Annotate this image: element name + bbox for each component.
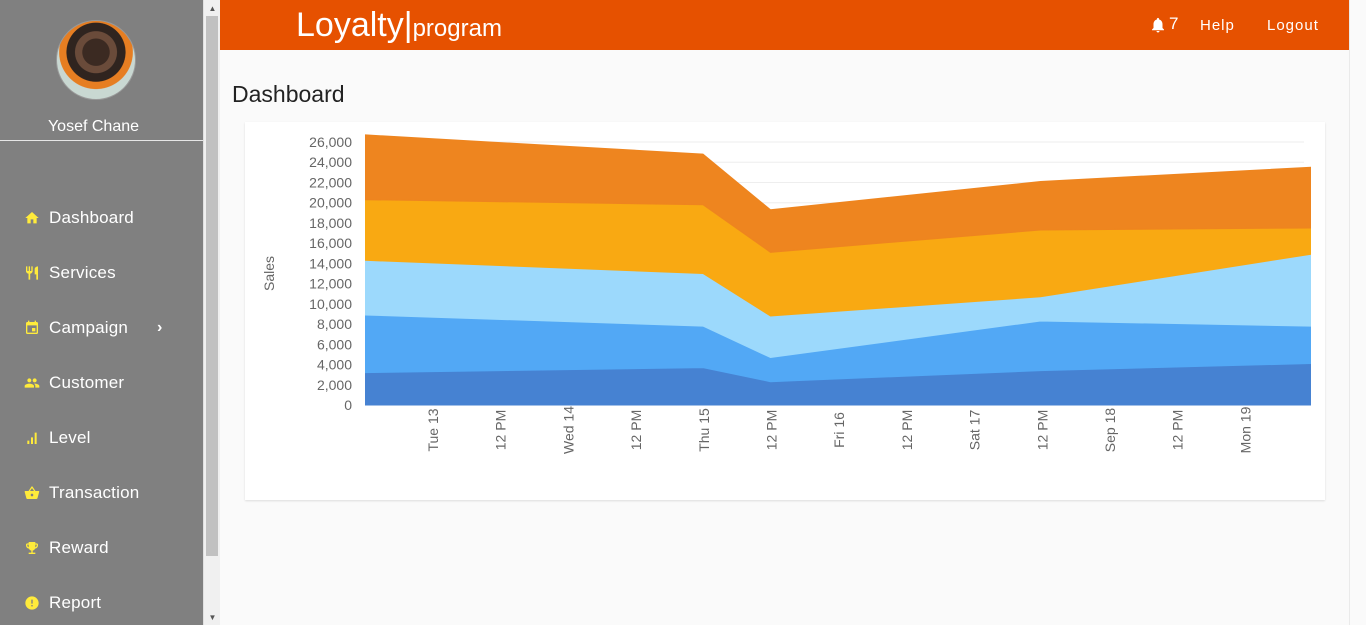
sidebar-item-label: Customer: [49, 373, 125, 392]
sales-area-chart: 0 2,000 4,000 6,000 8,000 10,000 12,000 14,000 1…: [261, 134, 1311, 454]
sidebar-item-campaign[interactable]: Campaign ›: [0, 308, 203, 348]
signal-bars-icon: [24, 430, 40, 446]
brand-sub: program: [412, 15, 502, 42]
restaurant-icon: [24, 265, 40, 281]
sidebar-divider: [0, 140, 203, 141]
x-tick-label: 12 PM: [1170, 410, 1186, 450]
chevron-right-icon: ›: [157, 319, 163, 336]
sidebar-scrollbar[interactable]: ▲ ▼: [203, 0, 220, 625]
y-tick-label: 22,000: [309, 174, 352, 190]
alert-circle-icon: [24, 595, 40, 611]
y-axis-label: Sales: [261, 256, 277, 291]
sidebar-item-label: Report: [49, 593, 102, 612]
sidebar-item-level[interactable]: Level: [0, 418, 203, 458]
y-tick-label: 26,000: [309, 134, 352, 150]
x-tick-label: Sat 17: [967, 410, 983, 451]
x-tick-label: Fri 16: [831, 412, 847, 448]
x-tick-label: Mon 19: [1237, 406, 1253, 453]
bell-icon[interactable]: [1149, 15, 1167, 35]
x-tick-label: Wed 14: [560, 406, 576, 454]
page-title: Dashboard: [232, 81, 345, 107]
scroll-up-arrow-icon[interactable]: ▲: [208, 3, 217, 13]
avatar[interactable]: [56, 20, 136, 100]
x-tick-label: 12 PM: [493, 410, 509, 450]
top-bar: Loyalty|program 7 Help Logout: [220, 0, 1349, 50]
sidebar-item-label: Level: [49, 428, 91, 447]
notification-count[interactable]: 7: [1169, 14, 1179, 33]
y-tick-label: 6,000: [317, 336, 352, 352]
user-name: Yosef Chane: [47, 118, 140, 135]
sidebar-item-services[interactable]: Services: [0, 253, 203, 293]
scroll-down-arrow-icon[interactable]: ▼: [208, 612, 217, 622]
y-tick-label: 8,000: [317, 316, 352, 332]
sidebar-item-label: Transaction: [49, 483, 140, 502]
page-scrollbar-track: [1349, 0, 1366, 625]
y-tick-label: 20,000: [309, 195, 352, 211]
area-series-5: [365, 134, 1311, 253]
x-tick-label: 12 PM: [899, 410, 915, 450]
sidebar-item-report[interactable]: Report: [0, 583, 203, 623]
sidebar-item-label: Services: [49, 263, 116, 282]
sidebar-item-label: Campaign: [49, 318, 129, 337]
x-tick-label: 12 PM: [764, 410, 780, 450]
sidebar-item-customer[interactable]: Customer: [0, 363, 203, 403]
y-tick-label: 18,000: [309, 215, 352, 231]
x-tick-label: 12 PM: [628, 410, 644, 450]
x-tick-label: Tue 13: [425, 408, 441, 451]
x-tick-label: 12 PM: [1034, 410, 1050, 450]
y-tick-label: 16,000: [309, 235, 352, 251]
x-tick-label: Thu 15: [696, 408, 712, 452]
y-tick-label: 12,000: [309, 276, 352, 292]
scrollbar-thumb[interactable]: [206, 16, 218, 556]
sidebar-item-transaction[interactable]: Transaction: [0, 473, 203, 513]
x-tick-label: Sep 18: [1102, 408, 1118, 453]
y-tick-label: 10,000: [309, 296, 352, 312]
brand-logo[interactable]: Loyalty|program: [296, 6, 502, 45]
sidebar-item-label: Reward: [49, 538, 109, 557]
sidebar-item-reward[interactable]: Reward: [0, 528, 203, 568]
sales-chart-card: 0 2,000 4,000 6,000 8,000 10,000 12,000 14,000 1…: [245, 122, 1325, 500]
trophy-icon: [24, 540, 40, 556]
y-tick-label: 14,000: [309, 255, 352, 271]
help-link[interactable]: Help: [1200, 17, 1235, 34]
y-tick-label: 2,000: [317, 377, 352, 393]
people-icon: [24, 375, 40, 391]
sidebar-item-dashboard[interactable]: Dashboard: [0, 198, 203, 238]
sidebar: Yosef Chane Dashboard Services Campaign …: [0, 0, 203, 625]
basket-icon: [24, 485, 40, 501]
sidebar-item-label: Dashboard: [49, 208, 134, 227]
brand-separator: |: [403, 6, 413, 44]
y-tick-label: 0: [344, 397, 352, 413]
logout-link[interactable]: Logout: [1267, 17, 1319, 34]
home-icon: [24, 210, 40, 226]
y-tick-label: 24,000: [309, 154, 352, 170]
calendar-icon: [24, 320, 40, 336]
y-tick-label: 4,000: [317, 357, 352, 373]
brand-main: Loyalty: [296, 6, 404, 44]
